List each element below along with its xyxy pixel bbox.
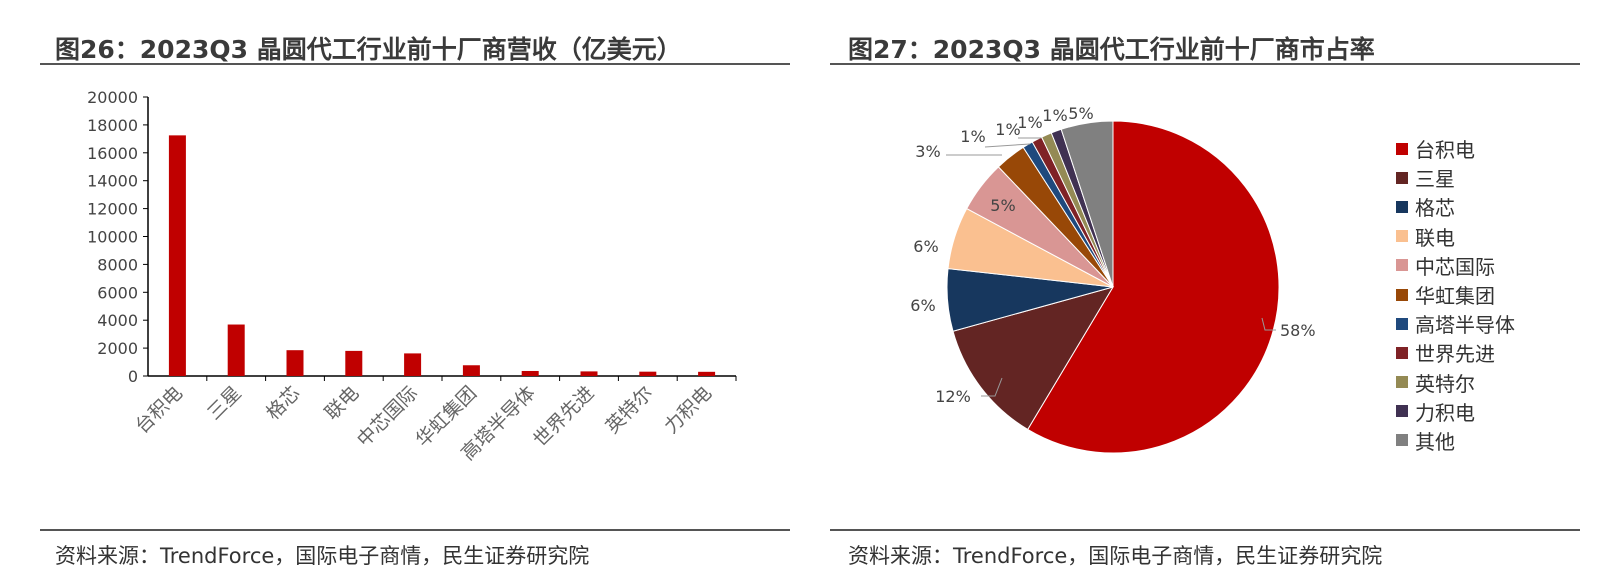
top-rule <box>40 63 790 65</box>
legend-swatch <box>1396 288 1408 301</box>
legend-item: 英特尔 <box>1396 368 1515 397</box>
pie-slice <box>1060 120 1114 288</box>
y-tick-label: 16000 <box>87 144 138 163</box>
legend-swatch <box>1396 230 1408 243</box>
revenue-source-note: 资料来源：TrendForce，国际电子商情，民生证券研究院 <box>55 544 590 568</box>
legend-swatch <box>1396 434 1408 447</box>
legend-swatch <box>1396 200 1408 213</box>
legend-item: 华虹集团 <box>1396 280 1515 309</box>
legend-label: 华虹集团 <box>1415 284 1495 309</box>
share-source-note: 资料来源：TrendForce，国际电子商情，民生证券研究院 <box>848 544 1383 568</box>
share-panel: 图27：2023Q3 晶圆代工行业前十厂商市占率 58% 12% 6% 6% 5% 3% 1… <box>830 0 1611 586</box>
legend-label: 高塔半导体 <box>1415 313 1515 338</box>
bar <box>404 353 422 376</box>
slice-value-label: 58% <box>1280 321 1316 340</box>
slice-value-label: 3% <box>915 142 940 161</box>
legend-swatch <box>1396 142 1408 155</box>
bottom-rule <box>830 529 1580 531</box>
slice-value-label: 1% <box>1042 106 1067 125</box>
bar <box>168 135 186 376</box>
legend-item: 中芯国际 <box>1396 251 1515 280</box>
legend-item: 其他 <box>1396 426 1515 455</box>
share-chart-title: 图27：2023Q3 晶圆代工行业前十厂商市占率 <box>848 35 1375 64</box>
bar <box>698 371 716 376</box>
legend-label: 联电 <box>1415 225 1455 250</box>
legend-label: 力积电 <box>1415 400 1475 425</box>
legend-item: 世界先进 <box>1396 338 1515 367</box>
legend-label: 世界先进 <box>1415 342 1495 367</box>
x-tick-label: 英特尔 <box>601 382 657 438</box>
legend-item: 三星 <box>1396 163 1515 192</box>
bar <box>227 324 245 376</box>
legend-label: 英特尔 <box>1415 371 1475 396</box>
legend-item: 力积电 <box>1396 397 1515 426</box>
bar <box>639 371 657 376</box>
legend-swatch <box>1396 171 1408 184</box>
revenue-panel: 图26：2023Q3 晶圆代工行业前十厂商营收（亿美元） 0 2000 4000 60… <box>0 0 800 586</box>
legend-swatch <box>1396 376 1408 389</box>
legend-swatch <box>1396 405 1408 418</box>
legend-swatch <box>1396 346 1408 359</box>
bar <box>462 365 480 376</box>
x-tick-label: 三星 <box>203 382 245 424</box>
slice-value-label: 6% <box>910 296 935 315</box>
x-tick-label: 台积电 <box>131 382 187 438</box>
legend-item: 联电 <box>1396 222 1515 251</box>
legend-swatch <box>1396 317 1408 330</box>
pie-slice <box>1027 120 1280 454</box>
slice-value-label: 1% <box>1017 113 1042 132</box>
leader-line <box>984 143 1031 148</box>
slice-value-label: 5% <box>990 196 1015 215</box>
x-tick-label: 格芯 <box>262 382 304 424</box>
slice-value-label: 5% <box>1068 104 1093 123</box>
y-tick-label: 0 <box>128 367 138 386</box>
x-tick-label: 中芯国际 <box>353 382 422 451</box>
legend-label: 台积电 <box>1415 138 1475 163</box>
x-tick-label: 联电 <box>321 382 363 424</box>
legend-label: 三星 <box>1415 167 1455 192</box>
market-share-pie-chart: 58%12%6%6%5%3%1% 1%1% 1% 5% <box>910 104 1316 454</box>
y-tick-label: 8000 <box>97 255 138 274</box>
bar <box>521 370 539 376</box>
pie-slice <box>952 286 1115 431</box>
y-tick-label: 6000 <box>97 283 138 302</box>
y-tick-label: 4000 <box>97 311 138 330</box>
legend-item: 台积电 <box>1396 134 1515 163</box>
bar <box>345 350 363 376</box>
bar <box>580 371 598 376</box>
y-tick-label: 2000 <box>97 339 138 358</box>
y-tick-label: 18000 <box>87 116 138 135</box>
slice-value-label: 6% <box>913 237 938 256</box>
x-tick-label: 世界先进 <box>529 382 598 451</box>
leader-line <box>981 377 1003 397</box>
revenue-chart-title: 图26：2023Q3 晶圆代工行业前十厂商营收（亿美元） <box>55 35 682 64</box>
top-rule <box>830 63 1580 65</box>
y-tick-label: 14000 <box>87 172 138 191</box>
legend-item: 格芯 <box>1396 192 1515 221</box>
legend-swatch <box>1396 259 1408 272</box>
bar <box>286 350 304 376</box>
y-tick-label: 10000 <box>87 228 138 247</box>
y-tick-label: 12000 <box>87 200 138 219</box>
slice-value-label: 1% <box>995 120 1020 139</box>
slice-value-label: 1% <box>960 127 985 146</box>
x-tick-label: 力积电 <box>660 382 716 438</box>
leader-line <box>1261 317 1276 331</box>
revenue-bar-chart: 0 2000 4000 6000 8000 10000 12000 14000 16000 180… <box>87 88 737 465</box>
pie-legend: 台积电三星格芯联电中芯国际华虹集团高塔半导体世界先进英特尔力积电其他 <box>1396 134 1515 455</box>
legend-label: 格芯 <box>1415 196 1455 221</box>
legend-label: 其他 <box>1415 429 1455 454</box>
bottom-rule <box>40 529 790 531</box>
legend-item: 高塔半导体 <box>1396 309 1515 338</box>
slice-value-label: 12% <box>935 387 971 406</box>
y-tick-label: 20000 <box>87 88 138 107</box>
legend-label: 中芯国际 <box>1415 254 1495 279</box>
